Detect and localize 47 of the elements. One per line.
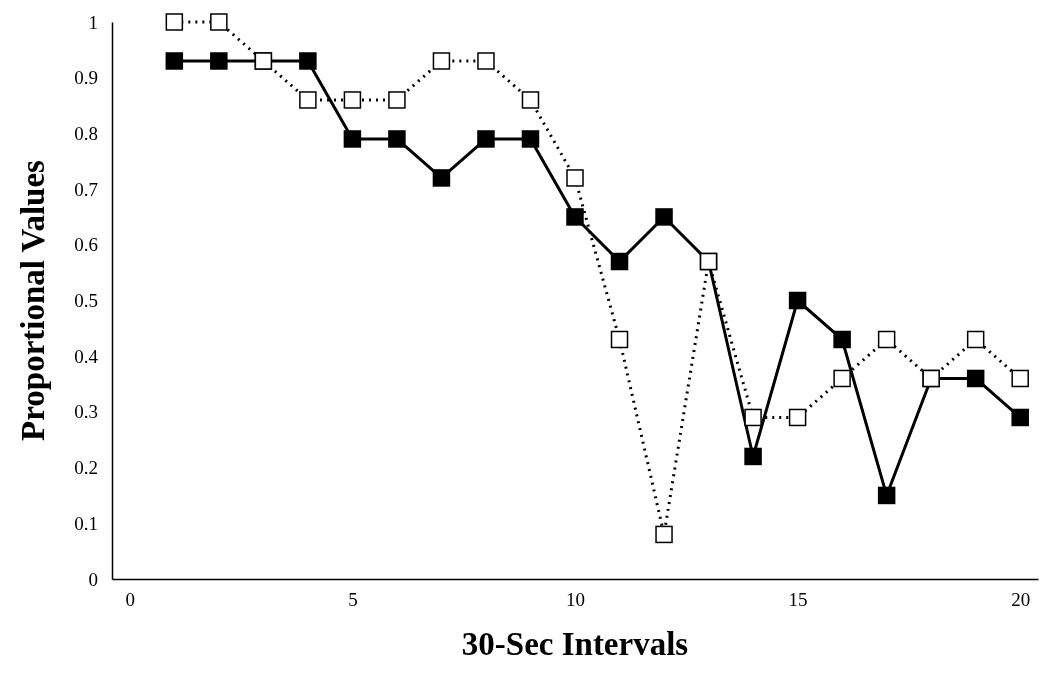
point xyxy=(610,252,629,271)
x-tick-label: 15 xyxy=(788,589,808,611)
point xyxy=(655,525,673,544)
y-tick-label: 0.8 xyxy=(74,122,98,144)
point xyxy=(165,52,184,70)
point xyxy=(299,52,317,70)
point xyxy=(610,330,629,349)
point xyxy=(788,291,807,310)
point xyxy=(877,486,896,505)
y-tick-label: 0.7 xyxy=(74,178,98,200)
point xyxy=(388,130,406,148)
y-tick-label: 0.6 xyxy=(74,234,98,256)
point xyxy=(833,330,851,349)
y-tick-label: 0.5 xyxy=(74,290,98,312)
point xyxy=(521,130,540,148)
y-tick-label: 0.9 xyxy=(74,67,98,89)
y-tick-label: 0.3 xyxy=(74,401,98,423)
point xyxy=(343,130,362,148)
point xyxy=(788,408,807,427)
point xyxy=(1011,408,1029,427)
y-axis-title: Proportional Values xyxy=(15,159,51,441)
point xyxy=(966,330,985,349)
point xyxy=(432,169,451,187)
point xyxy=(833,369,851,388)
point xyxy=(566,208,584,226)
x-tick-label: 20 xyxy=(1011,589,1031,611)
point xyxy=(521,91,540,109)
x-axis-title: 30-Sec Intervals xyxy=(461,626,689,662)
point xyxy=(966,369,985,388)
point xyxy=(477,130,495,148)
point xyxy=(432,52,451,70)
y-tick-label: 0.2 xyxy=(74,457,98,479)
point xyxy=(165,13,184,31)
x-tick-label: 5 xyxy=(348,589,358,611)
x-tick-label: 0 xyxy=(125,589,136,611)
point xyxy=(655,208,673,226)
y-tick-label: 0.1 xyxy=(74,512,98,534)
point xyxy=(210,52,228,70)
point xyxy=(877,330,896,349)
point xyxy=(744,447,762,466)
point xyxy=(744,408,762,427)
point xyxy=(1011,369,1029,388)
y-tick-label: 1 xyxy=(88,11,98,33)
point xyxy=(343,91,362,109)
y-tick-label: 0.4 xyxy=(74,345,99,367)
x-tick-label: 10 xyxy=(566,589,585,611)
y-tick-label: 0 xyxy=(88,568,98,590)
